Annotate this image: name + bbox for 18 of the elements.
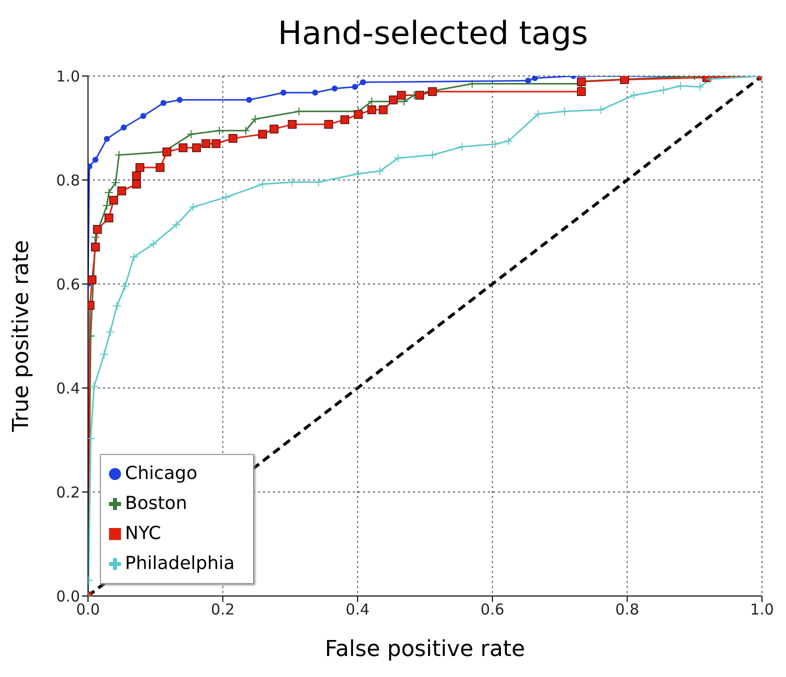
x-tick-label: 0.6: [480, 600, 504, 619]
y-tick-label: 0.6: [56, 275, 80, 294]
legend-label: Philadelphia: [125, 553, 235, 574]
y-tick-label: 0.8: [56, 171, 80, 190]
y-axis-title: True positive rate: [8, 240, 34, 433]
x-tick-label: 0.4: [346, 600, 370, 619]
y-tick-label: 0.4: [56, 379, 80, 398]
chart-title: Hand-selected tags: [276, 13, 590, 54]
x-tick-label: 0.8: [615, 600, 640, 619]
x-tick-label: 0.0: [76, 600, 100, 619]
x-axis-title: False positive rate: [324, 637, 526, 662]
legend-label: Boston: [125, 493, 188, 514]
y-tick-label: 0.2: [56, 483, 80, 502]
legend-label: Chicago: [125, 463, 198, 484]
x-tick-label: 1.0: [750, 600, 774, 619]
x-tick-label: 0.2: [210, 600, 235, 619]
y-tick-label: 1.0: [56, 67, 80, 86]
legend-label: NYC: [125, 523, 162, 544]
